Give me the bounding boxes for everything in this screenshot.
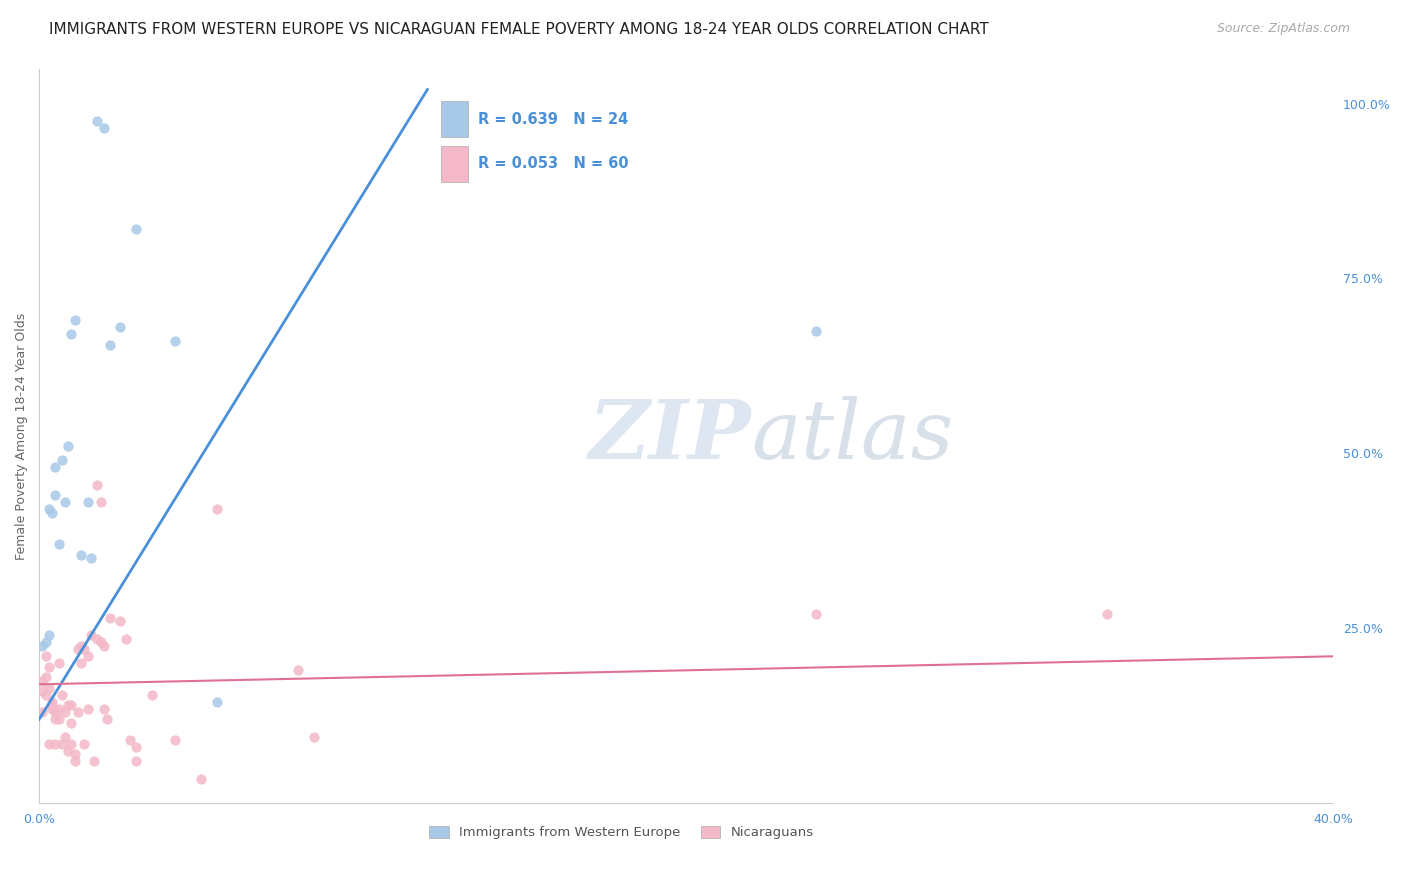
Point [41,702,63,716]
Point [90,495,112,509]
Point [73,642,96,657]
Point [48,702,70,716]
Point [44,488,66,502]
Point [38,628,60,642]
Point [60,715,83,730]
Point [73,737,96,751]
Point [63,754,86,768]
Point [93,639,115,653]
Point [38,737,60,751]
Point [76,495,98,509]
Point [44,737,66,751]
Point [58,744,80,758]
Point [66,642,89,657]
Point [98,338,121,352]
Point [163,733,186,747]
Point [44,712,66,726]
Point [34,688,56,702]
Point [60,327,83,342]
Point [53,706,76,720]
Point [70,657,93,671]
Point [80,628,103,642]
Point [38,502,60,516]
Point [804,607,827,622]
Point [205,695,228,709]
Point [93,702,115,716]
Point [141,688,163,702]
Text: ZIP: ZIP [588,396,751,476]
Point [41,695,63,709]
Point [108,320,131,334]
Point [31,684,53,698]
Point [118,733,141,747]
Point [108,615,131,629]
Point [38,660,60,674]
Point [31,706,53,720]
Y-axis label: Female Poverty Among 18-24 Year Olds: Female Poverty Among 18-24 Year Olds [15,312,28,559]
Point [44,706,66,720]
Point [83,754,105,768]
Point [48,712,70,726]
Legend: Immigrants from Western Europe, Nicaraguans: Immigrants from Western Europe, Nicaragu… [423,821,820,845]
Point [302,730,325,744]
Point [34,649,56,664]
Point [70,639,93,653]
Point [93,120,115,135]
Point [31,673,53,688]
Point [96,712,118,726]
Point [125,222,148,236]
Point [90,635,112,649]
Point [34,635,56,649]
Point [51,453,73,467]
Point [125,740,148,755]
Point [60,737,83,751]
Point [70,548,93,562]
Point [48,537,70,551]
Point [41,506,63,520]
Point [804,324,827,338]
Text: IMMIGRANTS FROM WESTERN EUROPE VS NICARAGUAN FEMALE POVERTY AMONG 18-24 YEAR OLD: IMMIGRANTS FROM WESTERN EUROPE VS NICARA… [49,22,988,37]
Point [66,706,89,720]
Point [58,698,80,713]
Point [86,478,108,492]
Point [58,439,80,453]
Point [60,698,83,713]
Point [1095,607,1118,622]
Text: Source: ZipAtlas.com: Source: ZipAtlas.com [1216,22,1350,36]
Point [53,495,76,509]
Point [163,334,186,349]
Point [34,670,56,684]
Point [86,632,108,646]
Text: atlas: atlas [751,396,953,476]
Point [51,737,73,751]
Point [115,632,138,646]
Point [38,681,60,695]
Point [287,663,309,677]
Point [63,747,86,762]
Point [63,313,86,327]
Point [76,649,98,664]
Point [53,730,76,744]
Point [44,460,66,475]
Point [31,639,53,653]
Point [51,688,73,702]
Point [98,611,121,625]
Point [48,657,70,671]
Point [76,702,98,716]
Point [190,772,212,786]
Point [41,698,63,713]
Point [205,502,228,516]
Point [86,114,108,128]
Point [125,754,148,768]
Point [80,551,103,566]
